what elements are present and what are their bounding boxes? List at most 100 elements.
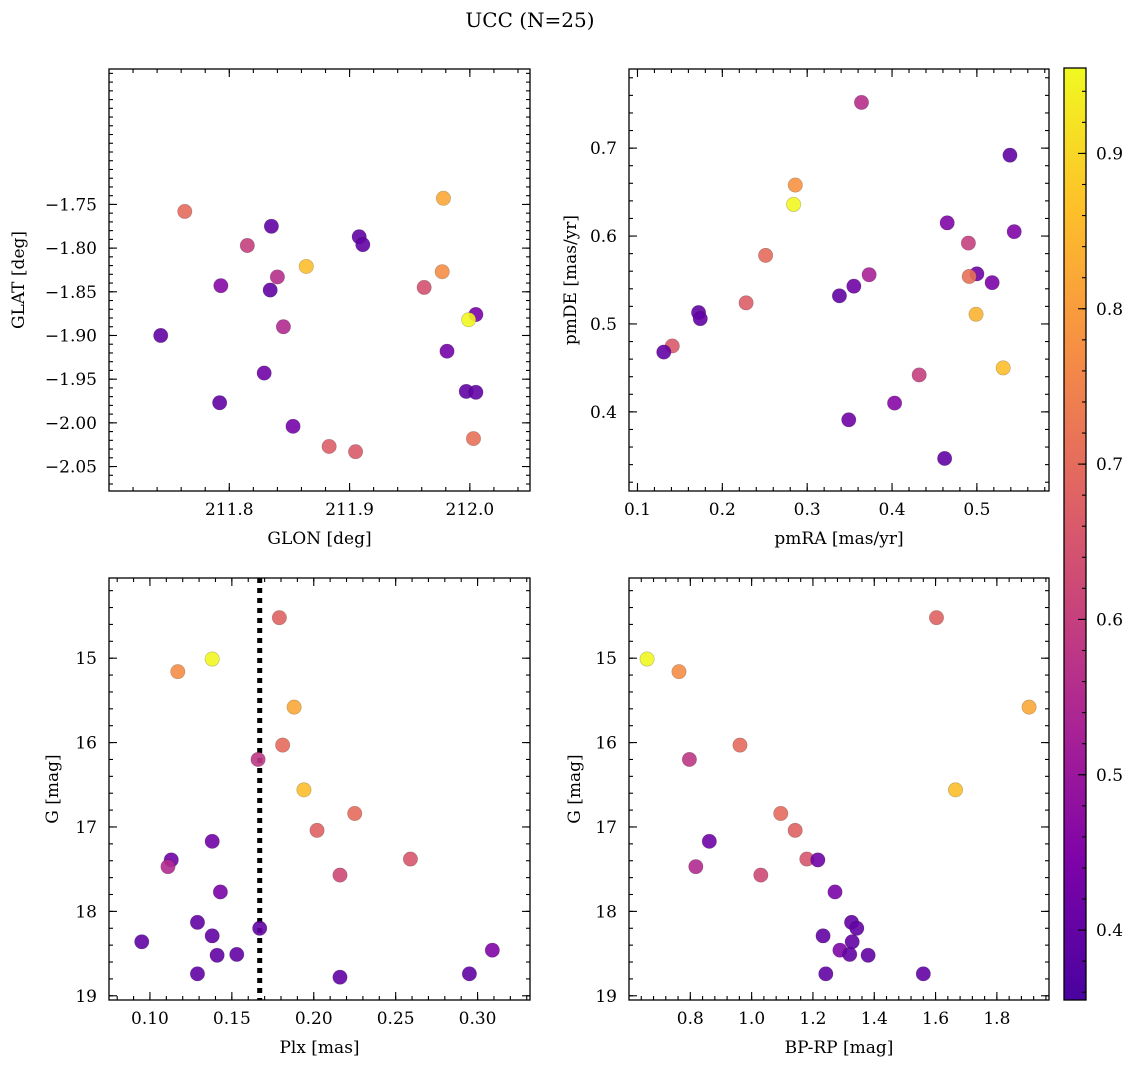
y-tick-label: −2.05 bbox=[45, 458, 97, 478]
data-point bbox=[461, 966, 477, 982]
data-point bbox=[939, 215, 955, 231]
data-point bbox=[275, 737, 291, 753]
y-tick-label: −2.00 bbox=[45, 414, 97, 434]
y-tick-label: 0.7 bbox=[590, 139, 617, 159]
data-point bbox=[1002, 147, 1018, 163]
data-point bbox=[170, 664, 186, 680]
data-point bbox=[402, 851, 418, 867]
data-point bbox=[841, 412, 857, 428]
x-tick-label: 0.1 bbox=[624, 500, 651, 520]
data-point bbox=[842, 946, 858, 962]
x-axis-label: GLON [deg] bbox=[267, 529, 371, 549]
data-point bbox=[309, 822, 325, 838]
data-point bbox=[212, 884, 228, 900]
panel-plx-g: 0.10 0.15 0.20 0.25 0.30 15 16 17 18 19 Plx [mas] G… bbox=[43, 577, 531, 1058]
data-point bbox=[671, 664, 687, 680]
x-tick-label: 0.15 bbox=[213, 1009, 251, 1029]
plot-frame bbox=[628, 577, 1050, 1001]
data-point bbox=[639, 651, 655, 667]
y-tick-label: 0.5 bbox=[590, 315, 617, 335]
y-tick-label: 17 bbox=[595, 818, 617, 838]
data-point bbox=[286, 699, 302, 715]
data-point bbox=[465, 431, 481, 447]
data-point bbox=[928, 610, 944, 626]
figure-title: UCC (N=25) bbox=[465, 8, 594, 32]
data-point bbox=[332, 867, 348, 883]
data-point bbox=[298, 258, 314, 274]
x-axis-label: pmRA [mas/yr] bbox=[774, 529, 903, 549]
data-point bbox=[204, 928, 220, 944]
data-point bbox=[773, 805, 789, 821]
data-point bbox=[347, 805, 363, 821]
data-point bbox=[213, 278, 229, 294]
data-point bbox=[269, 269, 285, 285]
x-axis-label: Plx [mas] bbox=[279, 1038, 359, 1058]
data-point bbox=[439, 343, 455, 359]
data-point bbox=[786, 196, 802, 212]
y-tick-label: 18 bbox=[595, 902, 617, 922]
y-tick-label: 0.6 bbox=[590, 227, 617, 247]
plot-frame bbox=[108, 68, 531, 492]
data-point bbox=[656, 344, 672, 360]
data-point bbox=[738, 295, 754, 311]
data-point bbox=[177, 203, 193, 219]
x-tick-label: 0.20 bbox=[295, 1009, 333, 1029]
y-tick-label: 17 bbox=[75, 818, 97, 838]
colorbar-tick-label: 0.4 bbox=[1096, 921, 1123, 941]
plot-frame bbox=[628, 68, 1050, 492]
data-point bbox=[134, 934, 150, 950]
data-point bbox=[701, 833, 717, 849]
data-point bbox=[321, 438, 337, 454]
x-tick-label: 1.2 bbox=[799, 1009, 826, 1029]
colorbar-tick-label: 0.9 bbox=[1096, 144, 1123, 164]
y-tick-label: 0.4 bbox=[590, 403, 617, 423]
y-tick-label: 19 bbox=[595, 987, 617, 1007]
data-point bbox=[844, 934, 860, 950]
data-point bbox=[849, 920, 865, 936]
data-point bbox=[229, 946, 245, 962]
y-axis-label: G [mag] bbox=[43, 754, 63, 823]
data-point bbox=[860, 947, 876, 963]
y-tick-label: −1.80 bbox=[45, 239, 97, 259]
x-tick-label: 0.2 bbox=[709, 500, 736, 520]
data-point bbox=[853, 94, 869, 110]
data-point bbox=[787, 177, 803, 193]
x-tick-label: 1.6 bbox=[922, 1009, 949, 1029]
data-point bbox=[815, 928, 831, 944]
data-point bbox=[250, 751, 266, 767]
x-tick-label: 212.0 bbox=[446, 500, 495, 520]
data-point bbox=[984, 275, 1000, 291]
data-point bbox=[688, 859, 704, 875]
y-tick-label: 19 bbox=[75, 987, 97, 1007]
data-point bbox=[348, 444, 364, 460]
y-tick-label: 15 bbox=[595, 649, 617, 669]
data-point bbox=[160, 859, 176, 875]
data-point bbox=[153, 327, 169, 343]
y-axis-label: pmDE [mas/yr] bbox=[561, 215, 581, 345]
data-point bbox=[818, 966, 834, 982]
data-point bbox=[355, 237, 371, 253]
x-axis-label: BP-RP [mag] bbox=[785, 1038, 894, 1058]
colorbar-frame bbox=[1063, 67, 1087, 1001]
data-point bbox=[189, 966, 205, 982]
data-point bbox=[827, 884, 843, 900]
data-point bbox=[239, 237, 255, 253]
x-tick-label: 0.4 bbox=[879, 500, 906, 520]
data-point bbox=[484, 942, 500, 958]
data-point bbox=[468, 384, 484, 400]
data-point bbox=[732, 737, 748, 753]
x-tick-label: 0.5 bbox=[963, 500, 990, 520]
data-point bbox=[204, 651, 220, 667]
data-point bbox=[758, 247, 774, 263]
x-tick-label: 211.9 bbox=[325, 500, 374, 520]
data-point bbox=[846, 278, 862, 294]
colorbar-tick-label: 0.8 bbox=[1096, 300, 1123, 320]
data-point bbox=[968, 306, 984, 322]
data-point bbox=[416, 279, 432, 295]
x-tick-label: 211.8 bbox=[205, 500, 254, 520]
x-tick-label: 0.8 bbox=[677, 1009, 704, 1029]
x-tick-label: 1.4 bbox=[861, 1009, 888, 1029]
x-tick-label: 1.8 bbox=[983, 1009, 1010, 1029]
panel-bprp-g: 0.8 1.0 1.2 1.4 1.6 1.8 15 16 17 18 19 BP-RP [mag] G… bbox=[565, 577, 1050, 1058]
